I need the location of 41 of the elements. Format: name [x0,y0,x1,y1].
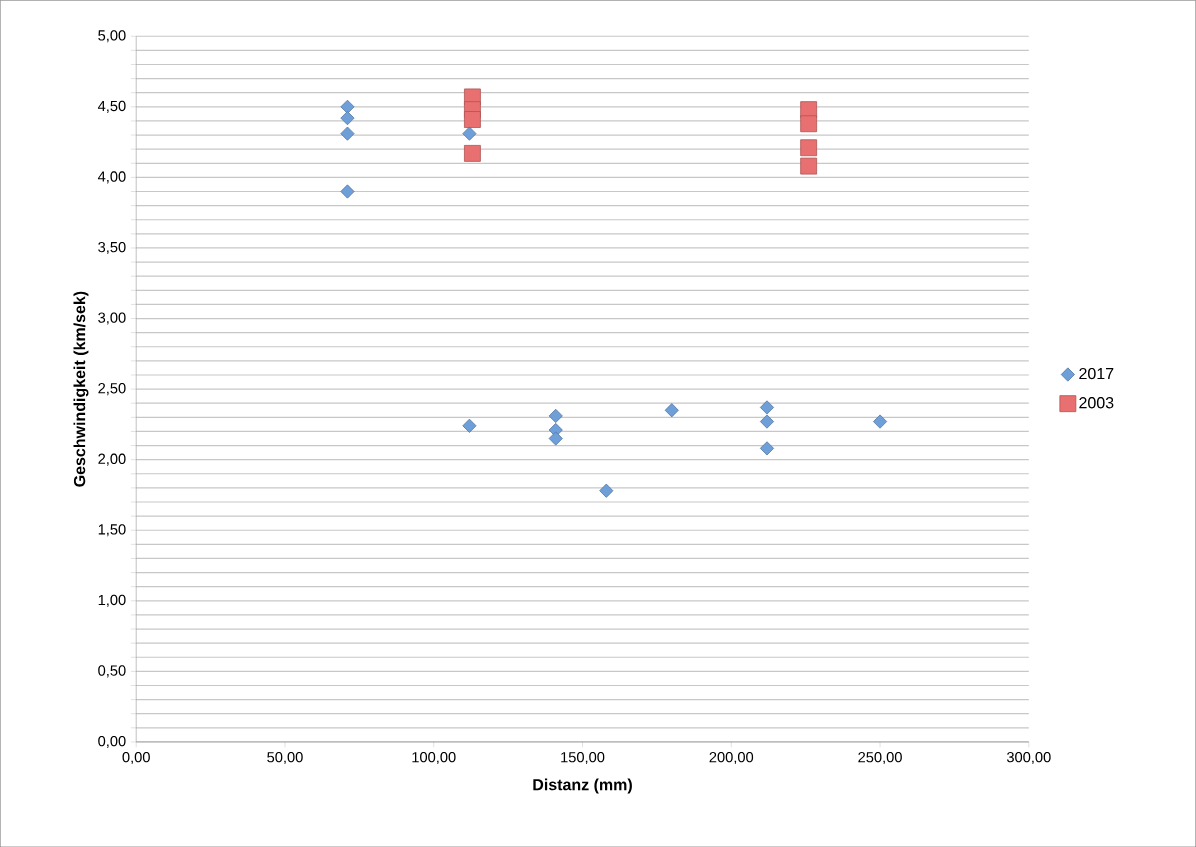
y-axis-title: Geschwindigkeit (km/sek) [73,291,89,487]
legend-label: 2003 [1079,397,1114,409]
x-tick-label: 300,00 [1006,751,1051,765]
point [464,111,481,128]
y-tick-label: 2,50 [98,382,126,396]
x-tick-label: 0,00 [122,751,150,765]
y-tick-label: 3,50 [98,241,126,254]
point [340,184,355,199]
y-tick-label: 4,50 [97,100,126,113]
point [759,400,775,415]
point [340,99,355,114]
y-tick-label: 1,50 [98,524,126,537]
x-tick-label: 50,00 [267,751,303,765]
point [759,441,775,456]
point [759,414,775,429]
point [800,115,818,133]
point [462,126,477,141]
point [340,110,355,126]
x-tick-label: 100,00 [412,751,456,765]
y-tick-label: 0,00 [98,735,126,748]
y-tick-label: 1,00 [98,594,126,607]
y-tick-label: 4,00 [97,171,126,184]
x-tick-label: 250,00 [858,751,902,765]
point [462,418,477,433]
point [873,414,888,429]
point [548,431,563,446]
point [800,139,818,157]
y-tick-label: 3,00 [98,312,126,325]
legend-label: 2017 [1079,367,1114,380]
y-tick-label: 2,00 [98,453,126,466]
point [800,157,818,175]
x-tick-label: 200,00 [709,751,754,765]
point [664,403,679,418]
y-tick-label: 5,00 [98,30,126,43]
y-tick-label: 0,50 [98,665,126,678]
x-tick-label: 150,00 [561,751,605,765]
point [464,144,481,162]
point [340,126,355,141]
point [548,408,563,423]
point [599,483,614,498]
x-axis-title: Distanz (mm) [533,778,632,794]
